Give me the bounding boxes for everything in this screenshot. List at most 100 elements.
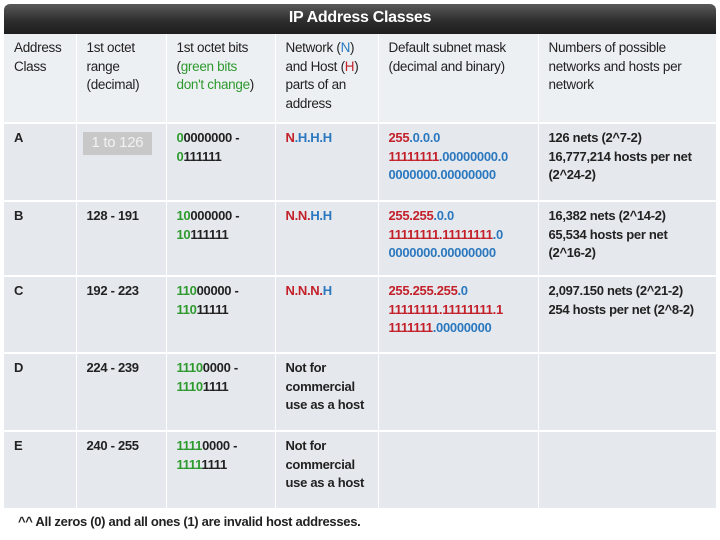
cell-network-host-parts: Not for commercial use as a host <box>274 352 378 431</box>
table-row: C 192 - 223 11000000 - 11011111 N.N.N.H 255.… <box>4 275 716 353</box>
cell-text: .H.H.H <box>294 130 333 145</box>
cell-text: 192 - 223 <box>86 283 140 298</box>
cell-text: 16,382 nets (2^14-2) <box>548 208 667 223</box>
cell-octet-bits: 11000000 - 11011111 <box>165 275 275 353</box>
cell-text: ) parts of an address <box>285 58 359 111</box>
header-subnet-mask: Default subnet mask (decimal and binary) <box>377 34 538 123</box>
cell-text: .0.0.0 <box>409 130 441 145</box>
cell-text: .0 <box>457 283 469 298</box>
cell-network-host-parts: N.H.H.H <box>274 122 378 201</box>
cell-text: N <box>285 130 295 145</box>
header-row: Address Class 1st octet range (decimal) 1s… <box>4 34 716 123</box>
cell-text: 128 - 191 <box>86 208 140 223</box>
cell-text: 00000 - <box>196 283 239 298</box>
cell-text: 11111111.11111111.1 <box>388 301 504 317</box>
cell-text: H.H <box>310 208 332 223</box>
footnote: ^^ All zeros (0) and all ones (1) are in… <box>18 514 361 529</box>
cell-text: 1111 <box>201 456 227 472</box>
cell-text: 254 hosts per net (2^8-2) <box>548 301 695 317</box>
cell-text: 126 nets (2^7-2) <box>548 130 642 145</box>
header-network-host-parts: Network (N) and Host (H) parts of an add… <box>274 34 378 123</box>
cell-text: 65,534 hosts per net <box>548 226 668 242</box>
cell-address-class: A <box>4 122 76 201</box>
cell-text: N.N. <box>285 208 311 223</box>
cell-text: 0000000.00000000 <box>388 167 497 182</box>
cell-possible-networks-hosts <box>537 352 716 431</box>
table-title-bar: IP Address Classes <box>4 4 716 34</box>
cell-network-host-parts: N.N.H.H <box>274 200 378 276</box>
cell-text: 11111111 <box>388 148 440 164</box>
cell-text: 1st octet bits ( <box>176 40 249 74</box>
cell-address-class: B <box>4 200 76 276</box>
cell-text: 0 <box>176 148 184 164</box>
cell-text: 0000000 - <box>183 130 240 145</box>
header-octet-range: 1st octet range (decimal) <box>75 34 166 123</box>
cell-text: 10 <box>176 208 191 223</box>
cell-text: 1st octet range (decimal) <box>86 40 140 92</box>
cell-text: 1111 <box>176 438 203 453</box>
cell-text: 000000 - <box>190 208 240 223</box>
cell-text: (2^24-2) <box>548 167 596 182</box>
header-address-class: Address Class <box>4 34 76 123</box>
cell-text: commercial <box>285 456 356 472</box>
cell-octet-bits: 11100000 - 11101111 <box>165 352 275 431</box>
table-row: B 128 - 191 10000000 - 10111111 N.N.H.H 255.… <box>4 200 716 276</box>
cell-text: 2,097.150 nets (2^21-2) <box>548 283 684 298</box>
table-row: D 224 - 239 11100000 - 11101111 Not for comm… <box>4 352 716 431</box>
cell-text: 0 <box>176 130 184 145</box>
cell-text: (2^16-2) <box>548 245 596 260</box>
cell-octet-range: 128 - 191 <box>75 200 166 276</box>
cell-text: .00000000.0 <box>438 148 508 164</box>
cell-text: Not for <box>285 438 327 453</box>
cell-text: use as a host <box>285 397 365 412</box>
cell-subnet-mask <box>377 430 538 508</box>
cell-text: 255.255 <box>388 208 434 223</box>
cell-text: N.N.N. <box>285 283 324 298</box>
cell-text: 1111 <box>202 378 229 394</box>
range-badge: 1 to 126 <box>82 132 153 155</box>
cell-octet-bits: 10000000 - 10111111 <box>165 200 275 276</box>
cell-text: 240 - 255 <box>86 438 140 453</box>
cell-network-host-parts: Not for commercial use as a host <box>274 430 378 508</box>
cell-text: .00000000 <box>432 320 492 335</box>
cell-text: H <box>322 283 332 298</box>
cell-text: Default subnet mask (decimal and binary) <box>388 40 507 74</box>
cell-network-host-parts: N.N.N.H <box>274 275 378 353</box>
cell-text: Numbers of possible networks and hosts p… <box>548 40 682 92</box>
cell-text: ) and Host ( <box>285 40 355 74</box>
cell-text: D <box>14 360 24 375</box>
cell-octet-range: 224 - 239 <box>75 352 166 431</box>
cell-text: 0000 - <box>202 360 238 375</box>
cell-text: 0000 - <box>202 438 238 453</box>
cell-text: 110 <box>176 301 197 317</box>
cell-text: A <box>14 130 24 145</box>
cell-text: 110 <box>176 283 197 298</box>
cell-text: .0.0 <box>433 208 454 223</box>
cell-octet-bits: 00000000 - 0111111 <box>165 122 275 201</box>
cell-octet-range: 192 - 223 <box>75 275 166 353</box>
header-possible-networks-hosts: Numbers of possible networks and hosts p… <box>537 34 716 123</box>
cell-text: 16,777,214 hosts per net <box>548 148 692 164</box>
cell-text: ) <box>249 77 255 92</box>
cell-text: 255.255.255 <box>388 283 458 298</box>
cell-text: use as a host <box>285 475 365 490</box>
cell-text: 111111 <box>183 148 222 164</box>
cell-subnet-mask: 255.255.0.0 11111111.11111111.0 0000000.00… <box>377 200 538 276</box>
cell-subnet-mask: 255.0.0.0 11111111.00000000.0 0000000.0000… <box>377 122 538 201</box>
cell-text: 1111 <box>176 456 202 472</box>
ip-address-classes-table: Address Class 1st octet range (decimal) 1s… <box>4 34 716 508</box>
cell-text: 1111111 <box>388 320 434 335</box>
cell-text: E <box>14 438 23 453</box>
cell-octet-range: 1 to 126 <box>75 122 166 201</box>
cell-text: H <box>344 58 355 74</box>
cell-possible-networks-hosts: 126 nets (2^7-2) 16,777,214 hosts per net… <box>537 122 716 201</box>
cell-text: 11111 <box>196 301 229 317</box>
cell-text: 111111 <box>190 226 229 242</box>
cell-possible-networks-hosts <box>537 430 716 508</box>
cell-text: N <box>340 40 351 55</box>
cell-address-class: C <box>4 275 76 353</box>
cell-text: green bits don't change <box>176 58 251 93</box>
cell-text: 1110 <box>176 360 204 375</box>
cell-possible-networks-hosts: 16,382 nets (2^14-2) 65,534 hosts per net… <box>537 200 716 276</box>
cell-subnet-mask <box>377 352 538 431</box>
